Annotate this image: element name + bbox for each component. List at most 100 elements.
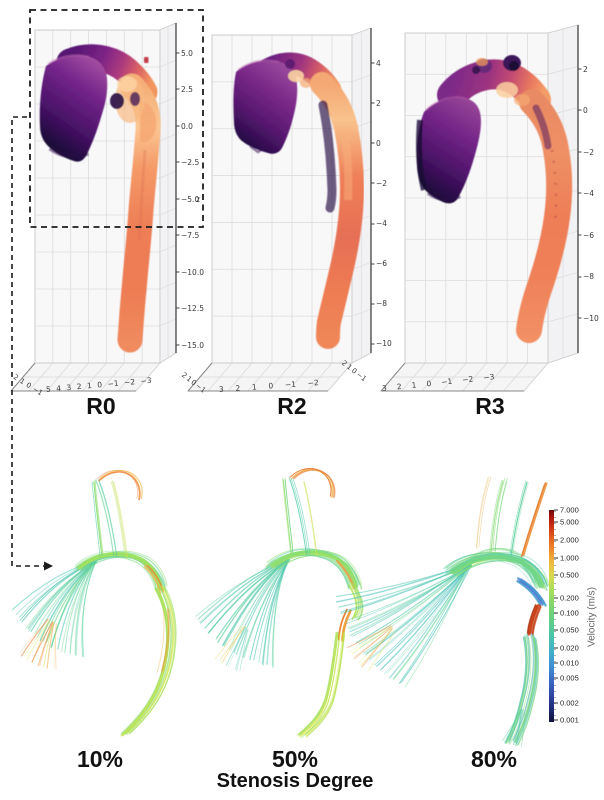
- r0-aorta-render: [39, 44, 161, 353]
- colorbar-tick: 5.000: [554, 518, 579, 527]
- tick-label: 2: [396, 381, 403, 392]
- colorbar-tick-value: 5.000: [560, 517, 579, 527]
- stenosis-degree-axis-label: Stenosis Degree: [216, 770, 374, 792]
- colorbar-tick-value: 2.000: [560, 535, 579, 545]
- stenosis-label-10: 10%: [76, 746, 124, 772]
- colorbar-tick-value: 1.000: [560, 553, 579, 563]
- tick-label: −3: [140, 375, 152, 386]
- tick-label: −10: [376, 339, 392, 349]
- r0-z-axis-ticks: 5.0 2.5 0.0 −2.5 −5.0 −7.5 −10.0 −12.5 −15.0: [181, 49, 204, 350]
- colorbar-tick-mark: [554, 597, 558, 599]
- colorbar-tick-mark: [554, 662, 558, 664]
- colorbar-tick-mark: [554, 509, 558, 511]
- colorbar-tick: 7.000: [554, 506, 579, 515]
- tick-label: −6: [583, 230, 595, 240]
- tick-label: −10.0: [181, 267, 204, 277]
- colorbar-tick-mark: [554, 702, 558, 704]
- tick-label: 1: [86, 381, 93, 391]
- colorbar-tick-value: 0.010: [560, 658, 579, 668]
- colorbar-tick: 0.500: [554, 571, 579, 580]
- tick-label: 1: [411, 380, 417, 390]
- colorbar-tick: 0.200: [554, 594, 579, 603]
- colorbar-tick-value: 0.200: [560, 593, 579, 603]
- stenosis-label-80: 80%: [470, 746, 518, 772]
- tick-label: 4: [55, 383, 62, 394]
- tick-label: −1: [284, 379, 297, 390]
- tick-label: 2: [76, 381, 82, 392]
- tick-label: 2: [376, 98, 381, 108]
- streamline-renders: [11, 467, 551, 747]
- panel-label-r0: R0: [86, 393, 116, 419]
- colorbar-tick: 2.000: [554, 536, 579, 545]
- panel-label-r3: R3: [475, 393, 505, 419]
- tick-label: −1: [440, 376, 453, 387]
- tick-label: 1: [251, 382, 258, 392]
- tick-label: 5.0: [181, 48, 193, 58]
- colorbar-tick-value: 0.500: [560, 570, 579, 580]
- tick-label: −15.0: [181, 340, 204, 350]
- tick-label: 0: [425, 378, 432, 389]
- tick-label: 3: [218, 384, 225, 394]
- panel-label-r2: R2: [277, 393, 307, 419]
- callout-arrowhead: [44, 561, 53, 571]
- dashed-zoom-rect: [29, 9, 204, 228]
- colorbar-tick-value: 0.001: [560, 715, 579, 725]
- tick-label: 5: [45, 384, 52, 394]
- tick-label: −6: [376, 259, 388, 269]
- tick-label: 0: [583, 106, 588, 115]
- colorbar-tick: 1.000: [554, 554, 579, 563]
- tick-label: −10: [583, 313, 599, 323]
- tick-label: −8: [376, 299, 388, 309]
- colorbar-tick-value: 7.000: [560, 505, 579, 515]
- r0-z-axis-label: z: [196, 195, 200, 204]
- colorbar-tick: 0.020: [554, 644, 579, 653]
- tick-label: 3: [381, 383, 388, 393]
- tick-label: 2: [235, 383, 241, 393]
- tick-label: 0.0: [181, 121, 193, 131]
- velocity-colorbar: [549, 510, 554, 722]
- colorbar-tick-value: 0.002: [560, 698, 579, 708]
- colorbar-tick: 0.100: [554, 609, 579, 618]
- colorbar-tick-mark: [554, 612, 558, 614]
- colorbar-title: Velocity (m/s): [586, 586, 598, 648]
- colorbar-tick-mark: [554, 574, 558, 576]
- tick-label: −4: [376, 219, 388, 229]
- colorbar-minor-ticks: [554, 511, 556, 721]
- tick-label: −1: [107, 378, 119, 389]
- colorbar-tick-mark: [554, 557, 558, 559]
- tick-label: 2: [583, 64, 588, 74]
- tick-label: −8: [583, 272, 595, 281]
- colorbar-tick-value: 0.005: [560, 673, 579, 683]
- tick-label: −2: [583, 147, 595, 157]
- colorbar-tick-value: 0.020: [560, 643, 579, 653]
- r3-z-axis-ticks: 2 0 −2 −4 −6 −8 −10: [583, 65, 599, 323]
- colorbar-tick-mark: [554, 647, 558, 649]
- colorbar-tick: 0.010: [554, 659, 579, 668]
- tick-label: 2.5: [181, 85, 193, 94]
- tick-label: −2: [307, 378, 320, 388]
- colorbar-tick-value: 0.050: [560, 625, 579, 635]
- colorbar-tick: 0.001: [554, 716, 579, 725]
- colorbar-tick-mark: [554, 677, 558, 679]
- colorbar-tick: 0.050: [554, 626, 579, 635]
- dashed-callout-line: [11, 116, 44, 567]
- colorbar-tick: 0.002: [554, 699, 579, 708]
- colorbar-tick-labels: 7.000 5.000 2.000 1.000 0.500 0.200 0.10…: [554, 506, 600, 725]
- tick-label: 0: [376, 138, 381, 148]
- tick-label: −2.5: [181, 158, 200, 167]
- colorbar-tick-mark: [554, 629, 558, 631]
- tick-label: 3: [66, 382, 72, 393]
- tick-label: −4: [583, 189, 595, 198]
- tick-label: −7.5: [181, 231, 200, 240]
- tick-label: −2: [461, 374, 474, 385]
- colorbar-tick-value: 0.100: [560, 608, 579, 618]
- tick-label: 4: [376, 58, 381, 68]
- tick-label: −2: [376, 178, 388, 188]
- tick-label: −12.5: [181, 304, 204, 313]
- tick-label: −2: [123, 377, 136, 388]
- zoom-annotation: [11, 9, 204, 571]
- colorbar-tick-mark: [554, 521, 558, 523]
- tick-label: 0: [96, 380, 103, 390]
